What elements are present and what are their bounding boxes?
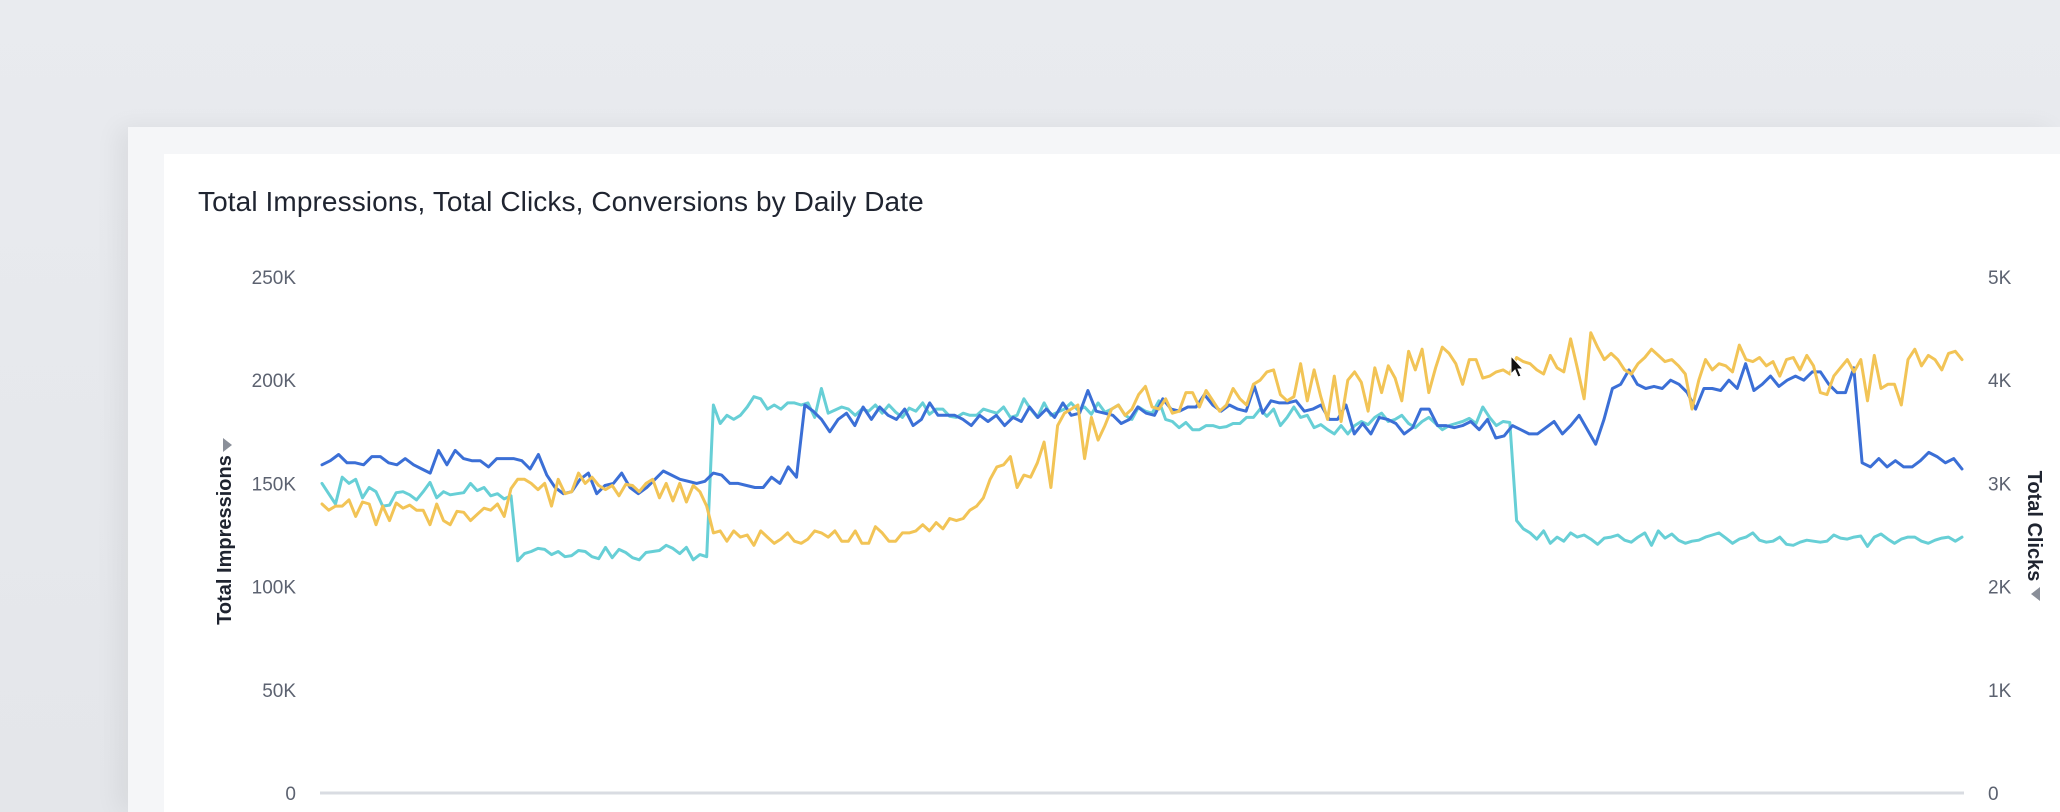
left-axis-ticks: 0 50K 100K 150K 200K 250K (252, 268, 297, 805)
right-tick-label: 5K (1988, 268, 2012, 289)
right-tick-label: 4K (1988, 371, 2012, 392)
left-tick-label: 50K (262, 681, 296, 702)
right-tick-label: 2K (1988, 578, 2012, 599)
right-tick-label: 0 (1988, 784, 1999, 805)
right-tick-label: 1K (1988, 681, 2012, 702)
left-tick-label: 0 (285, 784, 296, 805)
right-axis-title-text: Total Clicks (2023, 471, 2045, 582)
left-tick-label: 150K (252, 474, 297, 495)
left-tick-label: 200K (252, 371, 297, 392)
right-axis-title: Total Clicks (2023, 471, 2045, 582)
left-axis-title: Total Impressions (214, 455, 236, 625)
right-axis-ticks: 0 1K 2K 3K 4K 5K (1988, 268, 2012, 805)
chart-title: Total Impressions, Total Clicks, Convers… (198, 186, 924, 217)
left-tick-label: 250K (252, 268, 297, 289)
series-line-2[interactable] (320, 331, 1964, 547)
series-line-1[interactable] (320, 387, 1964, 563)
right-tick-label: 3K (1988, 474, 2012, 495)
right-axis-toggle-icon[interactable] (2031, 587, 2040, 601)
left-axis-title-text: Total Impressions (214, 455, 236, 625)
series-line-0[interactable] (320, 362, 1964, 496)
left-tick-label: 100K (252, 578, 297, 599)
mouse-cursor-icon (1510, 354, 1525, 378)
left-axis-toggle-icon[interactable] (223, 438, 232, 452)
series-layer (320, 331, 1964, 563)
chart-card (164, 154, 2060, 812)
